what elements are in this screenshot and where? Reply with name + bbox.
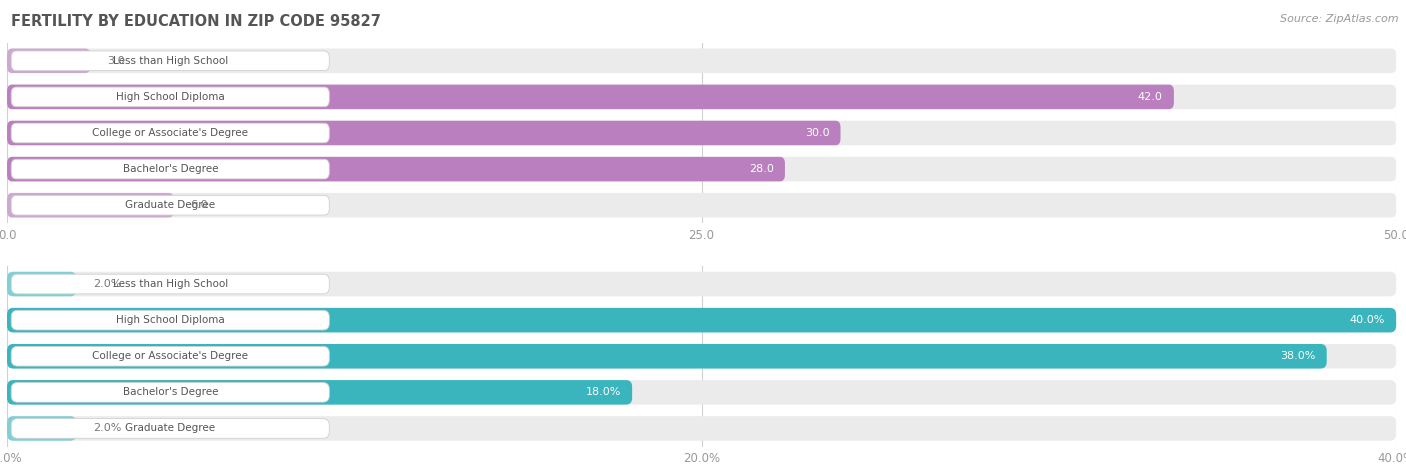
Text: College or Associate's Degree: College or Associate's Degree (93, 128, 249, 138)
Text: 30.0: 30.0 (804, 128, 830, 138)
Text: FERTILITY BY EDUCATION IN ZIP CODE 95827: FERTILITY BY EDUCATION IN ZIP CODE 95827 (11, 14, 381, 29)
FancyBboxPatch shape (7, 85, 1174, 109)
FancyBboxPatch shape (11, 195, 329, 215)
Text: Graduate Degree: Graduate Degree (125, 200, 215, 210)
Text: 40.0%: 40.0% (1350, 315, 1385, 325)
FancyBboxPatch shape (7, 193, 1396, 218)
Text: 2.0%: 2.0% (93, 279, 121, 289)
FancyBboxPatch shape (11, 346, 329, 366)
FancyBboxPatch shape (11, 310, 329, 330)
Text: Source: ZipAtlas.com: Source: ZipAtlas.com (1281, 14, 1399, 24)
Text: Less than High School: Less than High School (112, 56, 228, 66)
FancyBboxPatch shape (7, 416, 1396, 441)
FancyBboxPatch shape (11, 382, 329, 402)
FancyBboxPatch shape (7, 308, 1396, 332)
Text: 18.0%: 18.0% (586, 387, 621, 398)
Text: Bachelor's Degree: Bachelor's Degree (122, 164, 218, 174)
FancyBboxPatch shape (7, 308, 1396, 332)
Text: 28.0: 28.0 (749, 164, 773, 174)
FancyBboxPatch shape (11, 274, 329, 294)
Text: Less than High School: Less than High School (112, 279, 228, 289)
FancyBboxPatch shape (7, 380, 1396, 405)
Text: High School Diploma: High School Diploma (115, 92, 225, 102)
FancyBboxPatch shape (11, 123, 329, 143)
Text: 6.0: 6.0 (190, 200, 208, 210)
FancyBboxPatch shape (7, 85, 1396, 109)
Text: 2.0%: 2.0% (93, 423, 121, 434)
Text: 42.0: 42.0 (1137, 92, 1163, 102)
FancyBboxPatch shape (7, 157, 785, 181)
FancyBboxPatch shape (7, 272, 1396, 296)
FancyBboxPatch shape (7, 157, 1396, 181)
FancyBboxPatch shape (7, 272, 76, 296)
Text: Bachelor's Degree: Bachelor's Degree (122, 387, 218, 398)
FancyBboxPatch shape (7, 121, 841, 145)
Text: College or Associate's Degree: College or Associate's Degree (93, 351, 249, 361)
FancyBboxPatch shape (7, 344, 1396, 369)
FancyBboxPatch shape (7, 48, 1396, 73)
Text: 3.0: 3.0 (107, 56, 125, 66)
FancyBboxPatch shape (7, 380, 633, 405)
FancyBboxPatch shape (7, 416, 76, 441)
FancyBboxPatch shape (7, 344, 1327, 369)
FancyBboxPatch shape (7, 193, 174, 218)
FancyBboxPatch shape (11, 87, 329, 107)
Text: 38.0%: 38.0% (1281, 351, 1316, 361)
FancyBboxPatch shape (11, 51, 329, 71)
Text: High School Diploma: High School Diploma (115, 315, 225, 325)
FancyBboxPatch shape (7, 48, 90, 73)
FancyBboxPatch shape (7, 121, 1396, 145)
FancyBboxPatch shape (11, 418, 329, 438)
Text: Graduate Degree: Graduate Degree (125, 423, 215, 434)
FancyBboxPatch shape (11, 159, 329, 179)
